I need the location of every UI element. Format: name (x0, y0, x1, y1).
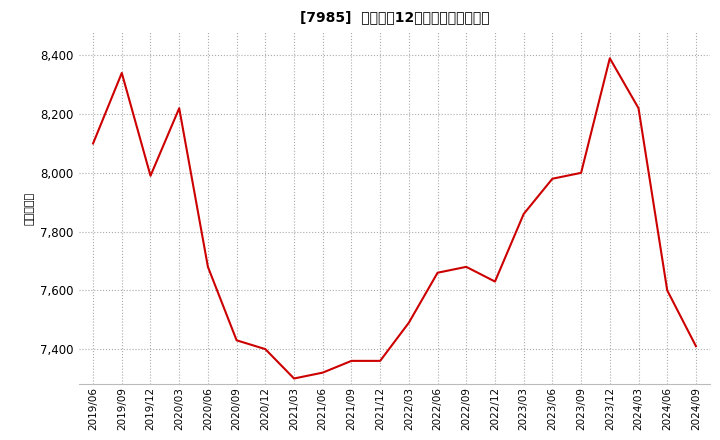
Title: [7985]  売上高の12か月移動合計の推移: [7985] 売上高の12か月移動合計の推移 (300, 10, 490, 24)
Y-axis label: （百万円）: （百万円） (24, 191, 34, 225)
